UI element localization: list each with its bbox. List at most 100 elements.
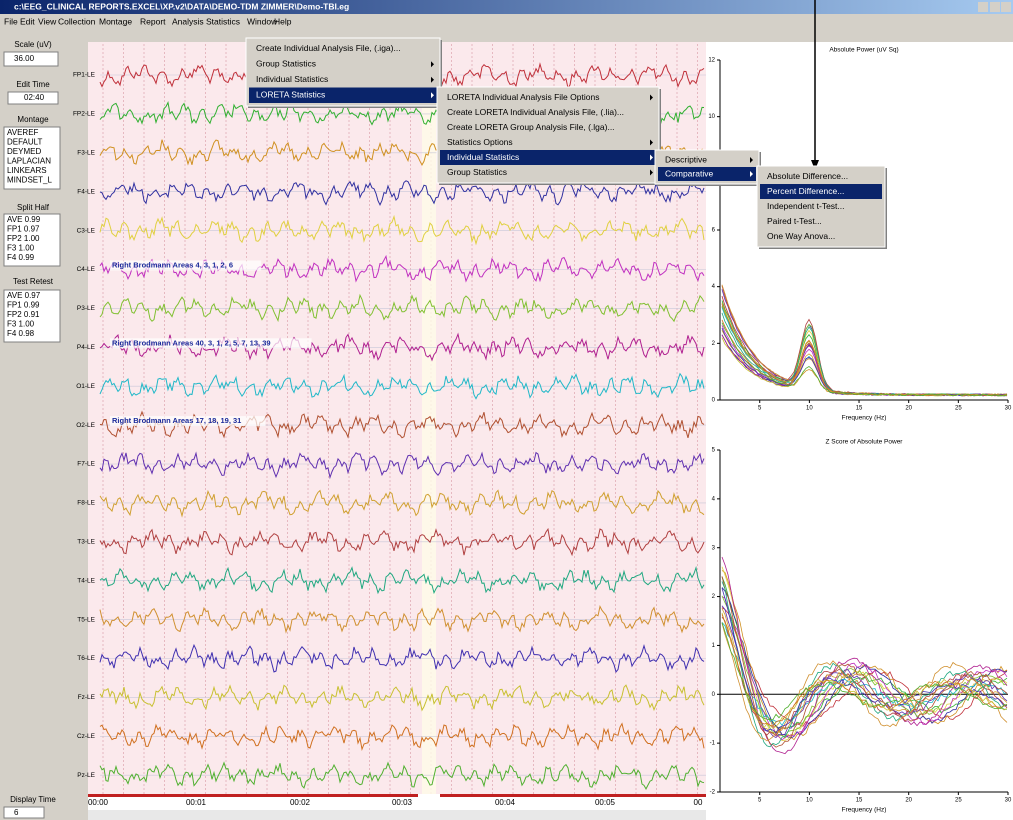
eeg-trace (99, 372, 705, 400)
menu-option[interactable]: LORETA Individual Analysis File Options (447, 92, 599, 102)
channel-label: Fz-LE (78, 694, 96, 701)
time-label: 00:04 (495, 798, 516, 807)
x-tick-label: 10 (806, 406, 813, 412)
y-tick-label: 0 (712, 692, 716, 698)
menu-option[interactable]: Statistics Options (447, 137, 513, 147)
menu-option[interactable]: Group Statistics (256, 59, 316, 69)
x-tick-label: 5 (758, 798, 762, 804)
minimize-button[interactable] (978, 2, 988, 12)
dropdown-menu (436, 86, 660, 184)
x-tick-label: 15 (856, 798, 863, 804)
menu-option[interactable]: Create LORETA Individual Analysis File, … (447, 107, 624, 117)
input-box[interactable] (3, 126, 61, 190)
y-tick-label: 2 (712, 594, 716, 600)
list-item[interactable]: FP2 1.00 (7, 234, 40, 243)
eeg-trace (99, 451, 705, 480)
spectrum-curve (721, 595, 1008, 738)
menu-item[interactable]: Window (247, 16, 278, 26)
y-tick-label: 2 (712, 341, 716, 347)
list-item[interactable]: AVE 0.99 (7, 215, 41, 224)
y-tick-label: 4 (712, 284, 716, 290)
list-item[interactable]: FP2 0.91 (7, 310, 40, 319)
eeg-trace (99, 293, 705, 323)
menu-item[interactable]: Help (274, 16, 292, 26)
channel-label: Pz-LE (77, 772, 95, 779)
menu-option[interactable]: Comparative (665, 168, 713, 178)
spectrum-curve (721, 614, 1008, 727)
maximize-button[interactable] (990, 2, 1000, 12)
menu-option[interactable]: Create LORETA Group Analysis File, (.lga… (447, 122, 615, 132)
menu-item[interactable]: Montage (99, 16, 132, 26)
time-label: 00:01 (186, 798, 207, 807)
submenu-arrow (650, 154, 653, 161)
eeg-trace (99, 605, 705, 634)
menu-option[interactable]: One Way Anova... (767, 231, 835, 241)
menu-option[interactable]: Percent Difference... (767, 186, 844, 196)
input-box[interactable] (3, 213, 61, 267)
menu-option[interactable]: Descriptive (665, 154, 707, 164)
chart-title: Z Score of Absolute Power (826, 439, 904, 446)
menu-option[interactable]: Absolute Difference... (767, 171, 848, 181)
annotation-bg (110, 338, 312, 349)
spectrum-curve (721, 622, 1008, 721)
list-item[interactable]: F3 1.00 (7, 320, 35, 329)
input-box[interactable] (3, 806, 45, 819)
list-item[interactable]: MINDSET_L (7, 176, 52, 185)
menu-item[interactable]: Statistics (206, 16, 240, 26)
menu-item[interactable]: Collection (58, 16, 96, 26)
list-item[interactable]: F4 0.99 (7, 253, 35, 262)
input-box[interactable] (7, 91, 59, 105)
close-button[interactable] (1001, 2, 1011, 12)
eeg-trace (99, 722, 705, 752)
x-tick-label: 20 (905, 798, 912, 804)
menu-option[interactable]: Create Individual Analysis File, (.iga).… (256, 43, 401, 53)
y-tick-label: -2 (710, 790, 716, 796)
list-item[interactable]: FP1 0.97 (7, 225, 40, 234)
menu-item[interactable]: File (4, 16, 18, 26)
channel-label: P3-LE (77, 305, 96, 312)
eeg-trace (99, 527, 705, 557)
menu-option[interactable]: LORETA Statistics (256, 90, 325, 100)
list-item[interactable]: DEFAULT (7, 138, 43, 147)
menu-option[interactable]: Individual Statistics (256, 74, 328, 84)
menu-highlight (658, 167, 756, 181)
time-label: 00:00 (88, 798, 109, 807)
x-tick-label: 25 (955, 406, 962, 412)
list-item[interactable]: AVEREF (7, 128, 39, 137)
list-item[interactable]: F3 1.00 (7, 244, 35, 253)
channel-label: F3-LE (77, 150, 95, 157)
scrollbar[interactable] (88, 810, 706, 820)
time-label: 00:03 (392, 798, 413, 807)
time-label: 00:05 (595, 798, 616, 807)
menu-option[interactable]: Individual Statistics (447, 152, 519, 162)
title-bar (0, 0, 1013, 14)
spectrum-curve (721, 588, 1008, 734)
submenu-arrow (650, 139, 653, 146)
submenu-arrow (431, 92, 434, 99)
panel-label: Montage (17, 115, 49, 124)
menu-item[interactable]: Edit (20, 16, 35, 26)
input-box[interactable] (3, 51, 59, 67)
menu-item[interactable]: View (38, 16, 57, 26)
channel-label: Cz-LE (77, 733, 96, 740)
spectrum-curve (721, 623, 1008, 742)
list-item[interactable]: DEYMED (7, 147, 41, 156)
spectrum-curve (721, 322, 1008, 397)
annotation-bg (110, 416, 266, 427)
brodmann-annotation: Right Brodmann Areas 17, 18, 19, 31 (112, 416, 241, 425)
menu-option[interactable]: Paired t-Test... (767, 216, 822, 226)
list-item[interactable]: FP1 0.99 (7, 301, 40, 310)
menu-item[interactable]: Report (140, 16, 166, 26)
list-item[interactable]: LINKEARS (7, 166, 47, 175)
menu-item[interactable]: Analysis (172, 16, 204, 26)
submenu-arrow (650, 94, 653, 101)
list-item[interactable]: AVE 0.97 (7, 291, 41, 300)
menu-option[interactable]: Independent t-Test... (767, 201, 845, 211)
menu-option[interactable]: Group Statistics (447, 167, 507, 177)
window-title: c:\EEG_CLINICAL REPORTS.EXCEL\XP.v2\DATA… (14, 1, 349, 11)
list-item[interactable]: F4 0.98 (7, 329, 35, 338)
menu-highlight (249, 87, 437, 103)
input-box[interactable] (3, 289, 61, 343)
channel-label: T5-LE (77, 616, 95, 623)
list-item[interactable]: LAPLACIAN (7, 157, 51, 166)
